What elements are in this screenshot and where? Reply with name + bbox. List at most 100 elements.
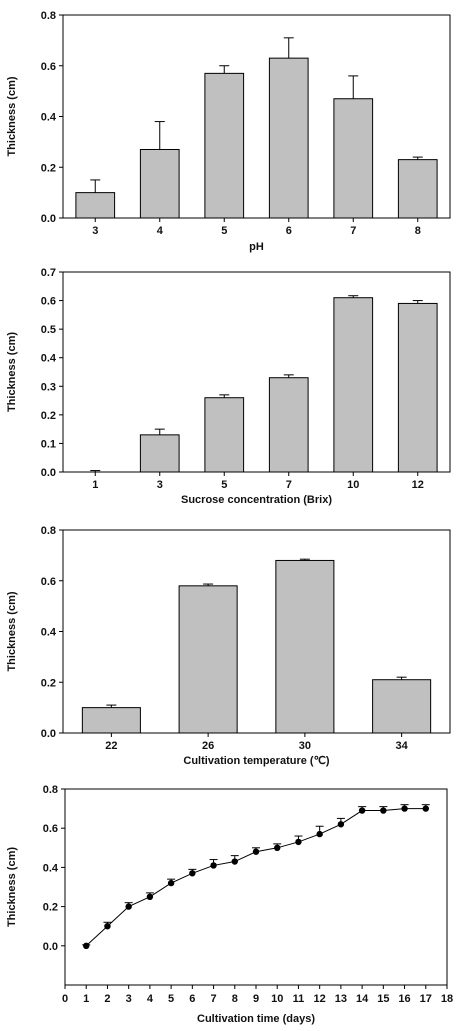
- data-point: [274, 844, 281, 851]
- x-tick-label: 12: [412, 479, 424, 491]
- y-axis-label: Thickness (cm): [6, 76, 18, 156]
- data-point: [83, 942, 90, 949]
- bar: [397, 302, 438, 473]
- x-tick-label: 4: [147, 993, 154, 1005]
- y-tick-label: 0.8: [41, 10, 56, 22]
- data-point: [252, 848, 260, 855]
- bar: [268, 377, 309, 473]
- bar: [333, 98, 374, 219]
- y-tick-label: 0.6: [41, 576, 56, 588]
- y-tick-label: 0.2: [41, 677, 56, 689]
- data-point: [167, 879, 175, 887]
- x-tick-label: 6: [286, 225, 292, 237]
- bar: [204, 397, 245, 473]
- bar: [75, 192, 116, 219]
- x-tick-label: 26: [202, 740, 214, 752]
- x-tick-label: 14: [356, 993, 369, 1005]
- bar: [275, 559, 335, 734]
- x-tick-label: 0: [62, 993, 68, 1005]
- y-tick-label: 0.3: [41, 381, 56, 393]
- x-tick-label: 1: [92, 479, 98, 491]
- bar: [372, 679, 432, 734]
- y-tick-label: 0.0: [41, 728, 56, 740]
- bar: [139, 434, 180, 473]
- chart-panel-3: 0.0 0.2 0.4 0.6 0.8 Thickness (cm) Cultivation…: [6, 525, 451, 767]
- data-point: [295, 838, 302, 846]
- x-axis-label: pH: [249, 241, 264, 253]
- x-tick-label: 5: [221, 225, 227, 237]
- x-tick-label: 1: [83, 993, 89, 1005]
- y-tick-label: 0.2: [41, 162, 56, 174]
- data-point: [337, 821, 345, 828]
- bar: [397, 159, 438, 219]
- x-tick-label: 5: [221, 479, 227, 491]
- bar: [81, 707, 141, 734]
- x-tick-label: 8: [415, 225, 421, 237]
- x-tick-label: 7: [286, 479, 292, 491]
- data-point: [146, 893, 154, 900]
- y-tick-label: 0.6: [41, 296, 56, 308]
- chart-panel-4: 0.0 0.2 0.4 0.6 0.8 Thickness (cm) Cultivation…: [6, 784, 453, 1025]
- x-tick-label: 30: [299, 740, 311, 752]
- x-tick-label: 7: [210, 993, 216, 1005]
- plot-frame: [64, 788, 448, 986]
- x-tick-label: 7: [350, 225, 356, 237]
- bar: [139, 148, 180, 219]
- data-point: [231, 858, 238, 865]
- chart-panel-1: 0.0 0.2 0.4 0.6 0.8 Thickness (cm) pH 3 4 5 6 7 8: [6, 10, 451, 253]
- x-axis-label: Cultivation time (days): [197, 1013, 315, 1025]
- bar: [333, 297, 374, 473]
- x-tick-label: 13: [335, 993, 347, 1005]
- x-tick-label: 10: [271, 993, 283, 1005]
- x-axis-label: Cultivation temperature (℃): [183, 755, 330, 767]
- data-point: [316, 830, 323, 838]
- x-tick-label: 8: [232, 993, 238, 1005]
- y-tick-label: 0.5: [41, 324, 56, 336]
- y-axis-label: Thickness (cm): [6, 332, 18, 412]
- bar: [268, 57, 309, 219]
- data-point: [358, 807, 366, 814]
- y-tick-label: 0.6: [43, 823, 58, 835]
- x-tick-label: 3: [157, 479, 163, 491]
- x-tick-label: 3: [126, 993, 132, 1005]
- y-axis-label: Thickness (cm): [6, 591, 18, 671]
- x-tick-label: 6: [189, 993, 195, 1005]
- y-tick-label: 0.0: [43, 941, 58, 953]
- y-tick-label: 0.2: [41, 410, 56, 422]
- data-point: [401, 805, 408, 812]
- data-point: [125, 903, 132, 910]
- y-tick-label: 0.0: [41, 213, 56, 225]
- plot-frame: [62, 271, 451, 473]
- y-tick-label: 0.0: [41, 467, 56, 479]
- x-tick-label: 34: [396, 740, 409, 752]
- data-point: [380, 807, 387, 814]
- x-tick-label: 16: [398, 993, 410, 1005]
- x-tick-label: 12: [314, 993, 326, 1005]
- x-tick-label: 3: [92, 225, 98, 237]
- data-point: [189, 870, 196, 877]
- bar: [178, 585, 238, 734]
- x-tick-label: 11: [293, 993, 305, 1005]
- series-line: [85, 808, 426, 947]
- y-tick-label: 0.1: [41, 438, 56, 450]
- plot-frame: [62, 529, 451, 734]
- y-tick-label: 0.6: [41, 61, 56, 73]
- x-tick-label: 5: [168, 993, 174, 1005]
- x-tick-label: 2: [104, 993, 110, 1005]
- data-point: [422, 805, 429, 812]
- y-tick-label: 0.8: [43, 784, 58, 796]
- data-point: [210, 862, 217, 869]
- x-tick-label: 17: [420, 993, 432, 1005]
- bar: [204, 72, 245, 219]
- plot-frame: [62, 14, 451, 219]
- y-tick-label: 0.4: [41, 112, 57, 124]
- y-tick-label: 0.4: [41, 353, 57, 365]
- x-tick-label: 22: [105, 740, 117, 752]
- y-axis-label: Thickness (cm): [6, 847, 18, 927]
- chart-panel-2: 0.0 0.1 0.2 0.3 0.4 0.5 0.6 0.7 Thickness (cm) Su…: [6, 267, 451, 506]
- x-tick-label: 4: [157, 225, 164, 237]
- y-tick-label: 0.4: [43, 862, 59, 874]
- y-tick-label: 0.8: [41, 525, 56, 537]
- x-tick-label: 18: [441, 993, 453, 1005]
